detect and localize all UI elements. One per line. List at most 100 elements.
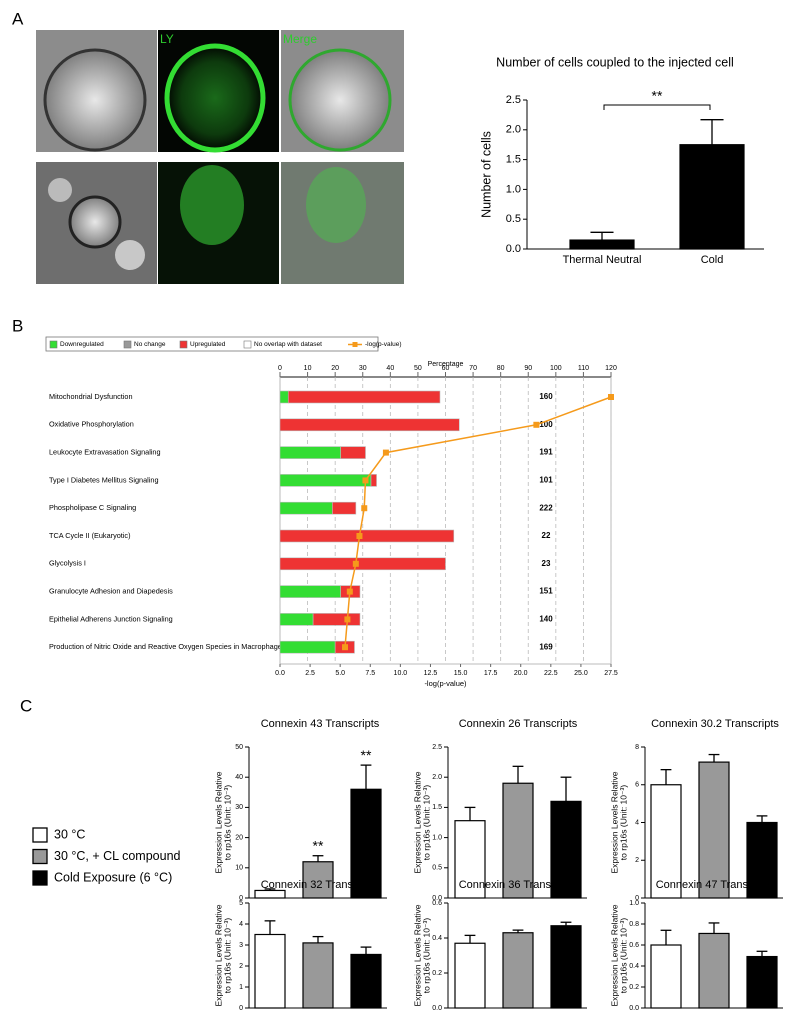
category-label: Glycolysis I (49, 559, 86, 568)
bar-up (279, 557, 446, 571)
y-tick-label: 2.5 (432, 744, 442, 751)
chart-title: Connexin 32 Transcripts (261, 879, 380, 891)
y-tick-label: 2.0 (506, 124, 521, 136)
x-tick-label: 22.5 (544, 670, 558, 677)
bar (679, 144, 745, 250)
pvalue-point (352, 560, 359, 567)
y-axis-label: to rp16s (Unit: 10⁻³) (618, 785, 628, 861)
category-label: Epithelial Adherens Junction Signaling (49, 614, 173, 623)
count-label: 191 (539, 448, 553, 457)
y-tick-label: 2 (635, 857, 639, 864)
bar (650, 944, 682, 1009)
y-tick-label: 1 (239, 984, 243, 991)
pvalue-point (382, 449, 389, 456)
significance: ** (652, 88, 663, 104)
legend-label: Downregulated (60, 341, 104, 348)
pvalue-point (344, 616, 351, 623)
y-axis-label: to rp16s (Unit: 10⁻³) (222, 918, 232, 994)
y-tick-label: 0 (635, 895, 639, 902)
x-tick-label: Cold (701, 254, 724, 266)
bar (502, 782, 534, 899)
category-label: Phospholipase C Signaling (49, 503, 136, 512)
image-label: LY (160, 32, 174, 46)
bar (698, 761, 730, 899)
x-tick-label: Thermal Neutral (563, 254, 642, 266)
x2-tick-label: 90 (524, 365, 532, 372)
chart-title: Number of cells coupled to the injected … (496, 55, 734, 69)
legend-label: No change (134, 341, 166, 348)
y-tick-label: 0.2 (629, 984, 639, 991)
legend-label: Upregulated (190, 341, 226, 348)
category-label: Production of Nitric Oxide and Reactive … (49, 642, 286, 651)
y-tick-label: 0.5 (506, 213, 521, 225)
y-tick-label: 4 (239, 921, 243, 928)
count-label: 22 (542, 531, 551, 540)
bar-down (279, 640, 336, 654)
y-tick-label: 1.0 (506, 183, 521, 195)
cell (43, 48, 147, 152)
x2-tick-label: 60 (442, 365, 450, 372)
bar-up (332, 501, 357, 515)
pvalue-point (362, 477, 369, 484)
y-tick-label: 8 (635, 744, 639, 751)
legend-swatch (243, 340, 252, 349)
pvalue-point (346, 588, 353, 595)
bar (550, 800, 582, 899)
bar (746, 821, 778, 899)
image-label: Merge (283, 32, 317, 46)
bar-up (279, 529, 455, 543)
y-tick-label: 1.0 (629, 900, 639, 907)
x2-tick-label: 50 (414, 365, 422, 372)
x2-axis-label: Percentage (428, 361, 464, 368)
bar-down (279, 446, 341, 459)
category-label: Granulocyte Adhesion and Diapedesis (49, 587, 173, 596)
y-tick-label: 20 (235, 834, 243, 841)
y-tick-label: 3 (239, 942, 243, 949)
pvalue-point (361, 505, 368, 512)
cell (68, 195, 122, 249)
x2-tick-label: 80 (497, 365, 505, 372)
y-tick-label: 0.0 (506, 243, 521, 255)
y-tick-label: 0.4 (432, 935, 442, 942)
bar-up (279, 418, 460, 432)
y-axis-label: Expression Levels Relative (609, 771, 619, 873)
y-tick-label: 1.5 (432, 804, 442, 811)
y-tick-label: 0.2 (432, 970, 442, 977)
category-label: Leukocyte Extravasation Signaling (49, 448, 161, 457)
legend-label: No overlap with dataset (254, 341, 322, 348)
legend-label: Cold Exposure (6 °C) (54, 870, 172, 884)
legend-label: 30 °C, + CL compound (54, 849, 181, 863)
x-tick-label: 5.0 (335, 670, 345, 677)
legend-label: -log(p-value) (365, 341, 402, 348)
bar (502, 932, 534, 1009)
bar-up (312, 613, 361, 626)
x-tick-label: 25.0 (574, 670, 588, 677)
y-tick-label: 2.0 (432, 774, 442, 781)
significance: ** (313, 837, 324, 853)
y-tick-label: 0.0 (432, 895, 442, 902)
bar (350, 788, 382, 899)
category-label: TCA Cycle II (Eukaryotic) (49, 531, 131, 540)
y-axis-label: Expression Levels Relative (412, 771, 422, 873)
x2-tick-label: 100 (550, 365, 562, 372)
y-tick-label: 0.4 (629, 963, 639, 970)
bar (454, 820, 486, 899)
y-tick-label: 2.5 (506, 94, 521, 106)
x-tick-label: 27.5 (604, 670, 618, 677)
bar-up (340, 446, 366, 459)
x-tick-label: 10.0 (394, 670, 408, 677)
y-tick-label: 0 (239, 1005, 243, 1012)
bar-down (279, 390, 289, 404)
legend-swatch (179, 340, 188, 349)
panel-label: B (12, 316, 23, 335)
bar-down (279, 474, 372, 487)
x2-tick-label: 10 (304, 365, 312, 372)
y-tick-label: 0 (239, 895, 243, 902)
panel-label: A (12, 9, 24, 28)
x2-tick-label: 120 (605, 365, 617, 372)
bar (550, 925, 582, 1009)
y-tick-label: 0.6 (629, 942, 639, 949)
y-tick-label: 10 (235, 865, 243, 872)
bar-up (287, 390, 441, 404)
count-label: 23 (542, 559, 551, 568)
